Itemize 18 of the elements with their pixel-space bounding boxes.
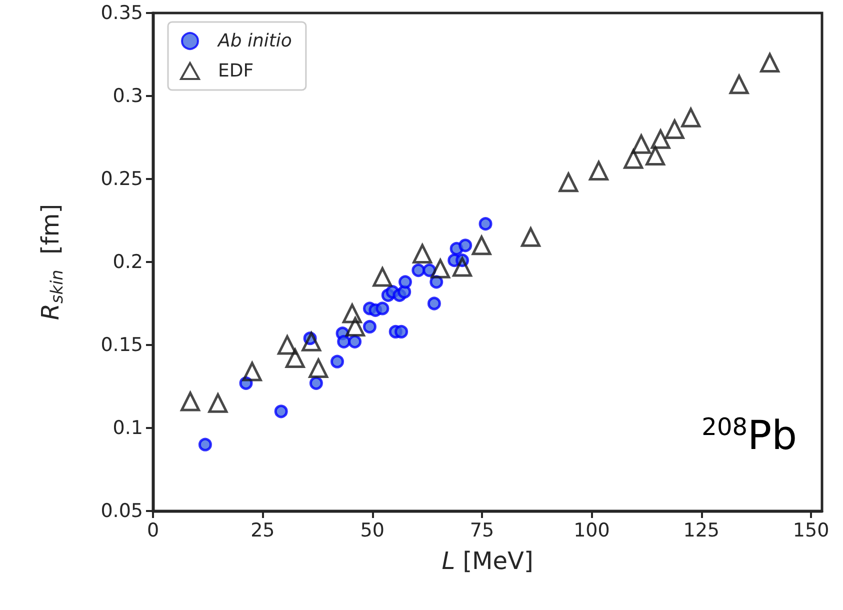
y-tick-label: 0.25 bbox=[100, 168, 143, 190]
x-tick-label: 0 bbox=[146, 520, 160, 542]
y-tick-label: 0.15 bbox=[100, 334, 143, 356]
y-tick-label: 0.1 bbox=[112, 417, 143, 439]
y-tick-label: 0.05 bbox=[100, 500, 143, 522]
x-axis-title: L [MeV] bbox=[442, 547, 534, 575]
legend-label: Ab initio bbox=[217, 30, 292, 52]
x-tick-label: 100 bbox=[574, 520, 610, 542]
y-tick-label: 0.35 bbox=[100, 2, 143, 24]
x-tick-label: 25 bbox=[250, 520, 275, 542]
y-axis-title: Rskin [fm] bbox=[36, 204, 66, 320]
x-tick-label: 50 bbox=[360, 520, 384, 542]
y-tick-label: 0.2 bbox=[112, 251, 143, 273]
legend-label: EDF bbox=[218, 60, 254, 82]
x-tick-label: 125 bbox=[683, 520, 720, 542]
x-tick-label: 75 bbox=[470, 520, 494, 542]
x-tick-label: 150 bbox=[792, 520, 830, 542]
y-tick-label: 0.3 bbox=[112, 85, 143, 107]
